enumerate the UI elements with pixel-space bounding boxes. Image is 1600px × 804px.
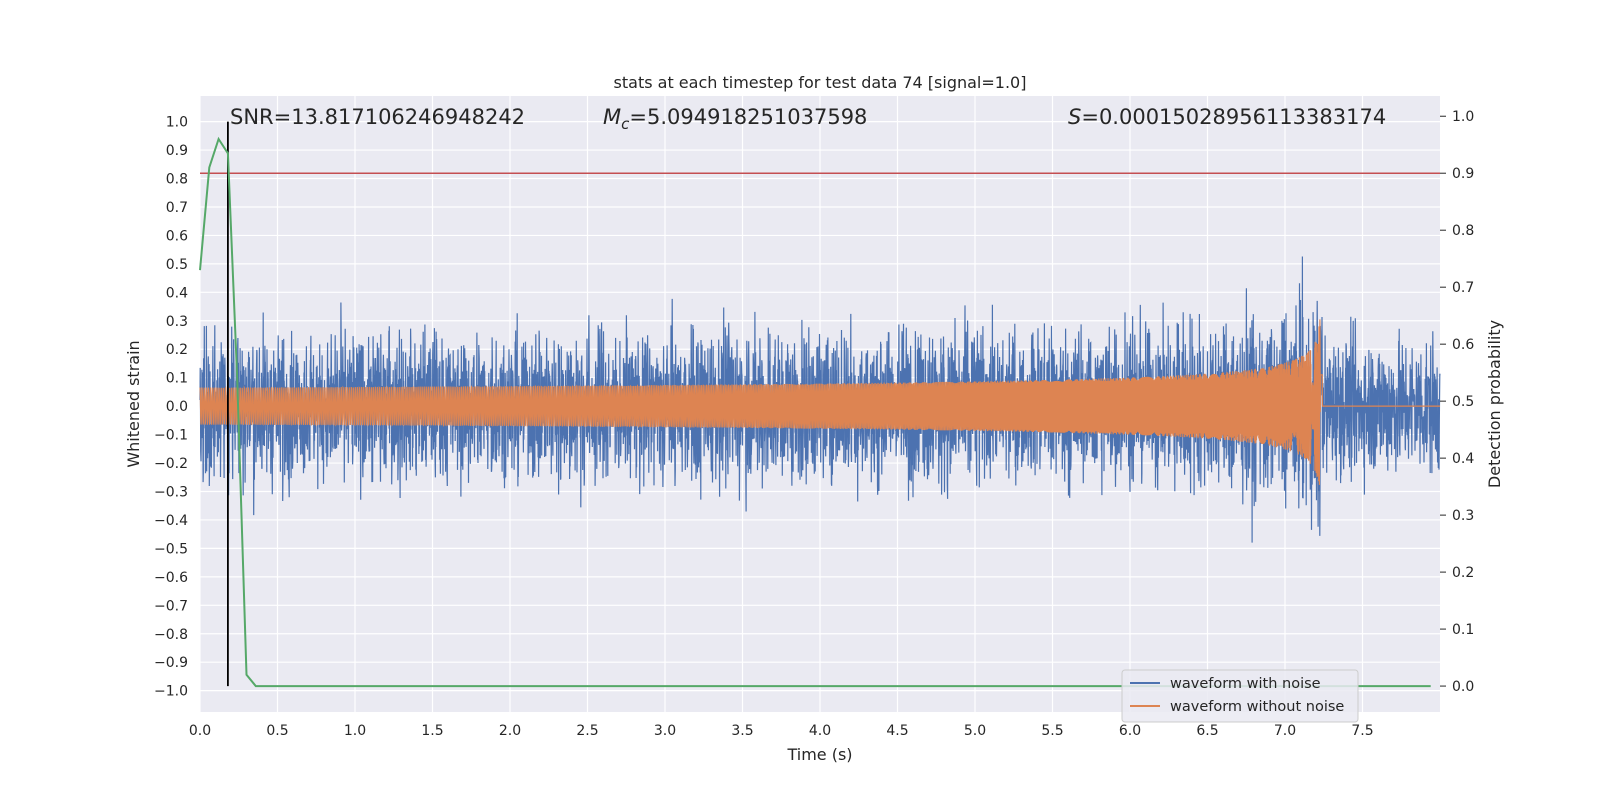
x-tick-label: 3.5: [731, 723, 753, 739]
overlay-lines: [200, 121, 1440, 687]
y-tick-label: −0.3: [154, 484, 188, 500]
y2-tick-label: 0.1: [1452, 622, 1474, 638]
y-tick-label: −0.7: [154, 598, 188, 614]
y2-tick-label: 0.3: [1452, 508, 1474, 524]
series-waveform-without-noise: [199, 319, 1440, 485]
x-tick-label: 1.0: [344, 723, 366, 739]
x-tick-label: 2.0: [499, 723, 521, 739]
y2-tick-label: 0.8: [1452, 223, 1474, 239]
legend-box: [1121, 669, 1359, 723]
snr-annotation: SNR=13.817106246948242: [230, 105, 525, 129]
x-tick-label: 7.5: [1351, 723, 1373, 739]
y-tick-label: 0.6: [166, 228, 188, 244]
y-tick-label: −0.6: [154, 570, 188, 586]
x-tick-label: 7.0: [1274, 723, 1296, 739]
chirp-mass-subscript: c: [621, 115, 630, 133]
x-axis-ticks: 0.0 0.5 1.0 1.5 2.0 2.5 3.0 3.5 4.0 4.5 5.0 5.5 6.0 6…: [189, 723, 1374, 739]
y-tick-label: −0.4: [154, 513, 188, 529]
y-tick-label: 0.0: [166, 399, 188, 415]
y-tick-label: −0.9: [154, 655, 188, 671]
score-value: =0.00015028956113383174: [1081, 105, 1386, 129]
y-tick-label: 0.9: [166, 143, 188, 159]
x-tick-label: 4.0: [809, 723, 831, 739]
y2-tick-label: 0.4: [1452, 451, 1474, 467]
y-tick-label: 0.7: [166, 200, 188, 216]
y2-axis-ticks: 1.0 0.9 0.8 0.7 0.6 0.5 0.4 0.3 0.2 0.1 0.0: [1440, 109, 1474, 695]
y-tick-label: −0.5: [154, 541, 188, 557]
y2-tick-label: 0.0: [1452, 679, 1474, 695]
y-tick-label: −0.1: [154, 428, 188, 444]
y-axis-label: Whitened strain: [124, 340, 143, 467]
x-tick-label: 0.5: [266, 723, 288, 739]
legend-label-noise: waveform with noise: [1170, 676, 1321, 692]
y-tick-label: 0.4: [166, 285, 188, 301]
y2-tick-label: 1.0: [1452, 109, 1474, 125]
y-tick-label: 0.1: [166, 371, 188, 387]
chirp-mass-annotation: Mc=5.094918251037598: [603, 105, 867, 133]
score-annotation: S=0.00015028956113383174: [1068, 105, 1386, 129]
x-tick-label: 5.0: [964, 723, 986, 739]
y-tick-label: 0.2: [166, 342, 188, 358]
x-tick-label: 5.5: [1041, 723, 1063, 739]
y2-tick-label: 0.5: [1452, 394, 1474, 410]
x-tick-label: 3.0: [654, 723, 676, 739]
y2-tick-label: 0.6: [1452, 337, 1474, 353]
y2-axis-label: Detection probability: [1485, 320, 1504, 488]
legend: waveform with noise waveform without noi…: [1121, 669, 1359, 723]
y2-tick-label: 0.9: [1452, 166, 1474, 182]
x-tick-label: 1.5: [421, 723, 443, 739]
series-detection-probability: [199, 136, 1431, 688]
y2-tick-label: 0.2: [1452, 565, 1474, 581]
chirp-mass-symbol: M: [603, 105, 621, 129]
y-tick-label: 0.5: [166, 257, 188, 273]
y-tick-label: 1.0: [166, 115, 188, 131]
chart-title: stats at each timestep for test data 74 …: [614, 73, 1027, 92]
x-tick-label: 6.0: [1119, 723, 1141, 739]
x-tick-label: 2.5: [576, 723, 598, 739]
y-axis-ticks: 1.0 0.9 0.8 0.7 0.6 0.5 0.4 0.3 0.2 0.1 0.0 −0.1 −0.…: [154, 115, 188, 700]
y-tick-label: −1.0: [154, 684, 188, 700]
y-tick-label: 0.3: [166, 314, 188, 330]
y-tick-label: −0.2: [154, 456, 188, 472]
x-tick-label: 4.5: [886, 723, 908, 739]
y-tick-label: 0.8: [166, 172, 188, 188]
score-symbol: S: [1068, 105, 1081, 129]
x-tick-label: 6.5: [1196, 723, 1218, 739]
legend-label-clean: waveform without noise: [1170, 699, 1344, 715]
detection-probability-line: [199, 136, 1431, 688]
chirp-mass-value: =5.094918251037598: [629, 105, 867, 129]
y2-tick-label: 0.7: [1452, 280, 1474, 296]
y-tick-label: −0.8: [154, 627, 188, 643]
x-axis-label: Time (s): [786, 745, 852, 764]
clean-waveform-line: [199, 319, 1440, 485]
x-tick-label: 0.0: [189, 723, 211, 739]
